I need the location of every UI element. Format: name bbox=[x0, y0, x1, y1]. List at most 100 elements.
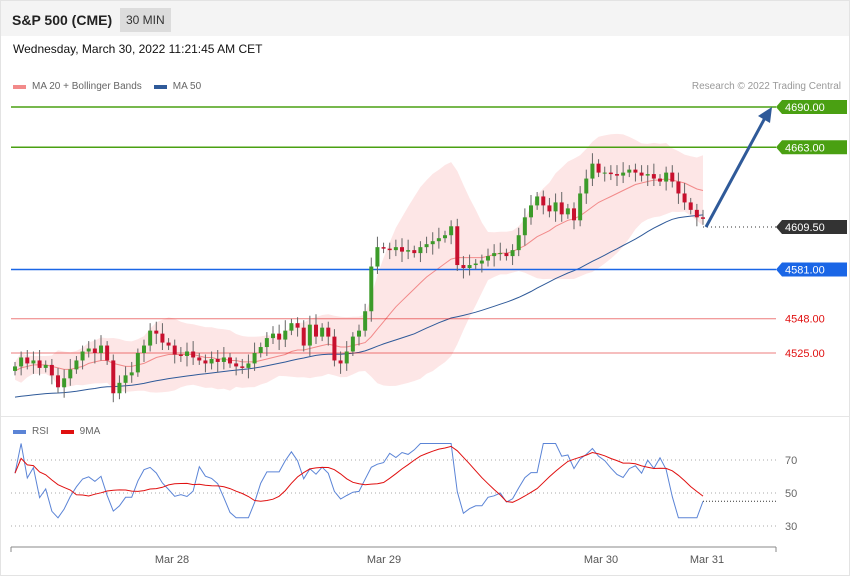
price-tag-resistance: 4690.00 bbox=[776, 100, 847, 114]
candle bbox=[535, 191, 540, 210]
x-tick-label: Mar 30 bbox=[584, 554, 618, 566]
candle-body bbox=[363, 311, 368, 331]
timeframe-badge[interactable]: 30 MIN bbox=[120, 8, 171, 32]
candle-body bbox=[449, 226, 454, 236]
candle-body bbox=[393, 247, 398, 251]
ma50-legend-label: MA 50 bbox=[172, 81, 202, 92]
candle-body bbox=[68, 369, 73, 379]
candle-body bbox=[86, 348, 91, 352]
candle bbox=[492, 244, 497, 267]
candle bbox=[602, 166, 607, 182]
candle bbox=[559, 191, 564, 222]
candle-body bbox=[215, 358, 220, 362]
ma20-swatch bbox=[13, 84, 26, 89]
candle-body bbox=[350, 336, 355, 352]
candle-body bbox=[166, 342, 171, 346]
candle-body bbox=[357, 330, 361, 337]
candle bbox=[418, 241, 423, 263]
candle-body bbox=[203, 360, 208, 364]
candle-body bbox=[283, 330, 288, 340]
candle-body bbox=[295, 323, 300, 328]
candle-body bbox=[332, 336, 337, 361]
candle-body bbox=[430, 241, 435, 245]
candle-body bbox=[172, 345, 177, 355]
candle bbox=[178, 347, 183, 362]
candle-body bbox=[49, 364, 54, 376]
candle bbox=[191, 341, 196, 365]
candle bbox=[578, 186, 583, 227]
candle bbox=[142, 339, 146, 362]
candle bbox=[105, 341, 110, 365]
price-label: 4663.00 bbox=[785, 142, 825, 154]
price-label: 4548.00 bbox=[785, 314, 825, 326]
price-tag-pivot: 4581.00 bbox=[776, 262, 847, 277]
candle-body bbox=[559, 202, 564, 215]
candle-body bbox=[701, 217, 705, 219]
candle bbox=[547, 197, 552, 218]
candle bbox=[510, 244, 515, 266]
candle-body bbox=[553, 202, 558, 212]
price-legend: MA 20 + Bollinger Bands MA 50 bbox=[13, 81, 201, 92]
candle bbox=[332, 329, 337, 367]
candle-body bbox=[608, 172, 613, 175]
candle bbox=[31, 351, 36, 374]
candle-body bbox=[326, 327, 331, 337]
candle bbox=[215, 350, 220, 373]
candle-body bbox=[418, 247, 423, 254]
candle bbox=[13, 361, 17, 376]
candle bbox=[363, 303, 368, 337]
candle bbox=[314, 314, 318, 345]
candle bbox=[504, 248, 509, 261]
candle bbox=[350, 332, 355, 356]
candle bbox=[283, 320, 288, 348]
candle bbox=[37, 350, 42, 376]
price-label: 4690.00 bbox=[785, 102, 825, 114]
candle-body bbox=[338, 360, 343, 364]
candle-body bbox=[522, 217, 527, 236]
candle bbox=[320, 323, 325, 342]
candle bbox=[326, 321, 331, 346]
candle bbox=[596, 159, 601, 178]
candle bbox=[25, 350, 30, 370]
candle bbox=[99, 335, 103, 361]
candle bbox=[19, 351, 24, 376]
rsi-line bbox=[14, 443, 704, 519]
candle-body bbox=[105, 345, 110, 361]
price-tag-current: 4609.50 bbox=[776, 220, 847, 235]
candle-body bbox=[80, 351, 85, 361]
candle-body bbox=[117, 382, 122, 394]
candle bbox=[49, 358, 54, 385]
candle-body bbox=[436, 238, 441, 242]
ma20-legend-label: MA 20 + Bollinger Bands bbox=[32, 81, 142, 92]
candle bbox=[516, 227, 521, 257]
candle-body bbox=[682, 193, 687, 203]
candle bbox=[584, 169, 589, 204]
candle-body bbox=[572, 208, 576, 221]
candle-body bbox=[424, 244, 429, 248]
candles bbox=[13, 153, 705, 403]
candle-body bbox=[369, 266, 374, 312]
candle bbox=[627, 165, 632, 178]
candle bbox=[295, 317, 300, 337]
candle-body bbox=[621, 172, 626, 176]
candle bbox=[166, 338, 171, 351]
rsi-legend-label: RSI bbox=[32, 426, 49, 437]
candle bbox=[160, 323, 165, 351]
credit-text: Research © 2022 Trading Central bbox=[691, 81, 841, 92]
candle-body bbox=[307, 324, 312, 346]
candle-body bbox=[277, 333, 282, 340]
candle bbox=[111, 354, 116, 403]
candle-body bbox=[547, 205, 552, 212]
candle bbox=[621, 162, 626, 184]
candle-body bbox=[13, 366, 17, 371]
candle-body bbox=[31, 360, 36, 364]
candle-body bbox=[645, 174, 650, 176]
candle bbox=[633, 163, 638, 182]
candle-body bbox=[209, 358, 214, 364]
candle-body bbox=[688, 202, 693, 210]
rsi-tick-label: 30 bbox=[785, 521, 797, 533]
candle-body bbox=[92, 348, 97, 353]
price-tag-box bbox=[776, 262, 847, 277]
projection-arrow bbox=[704, 115, 768, 228]
candle-body bbox=[602, 172, 607, 174]
